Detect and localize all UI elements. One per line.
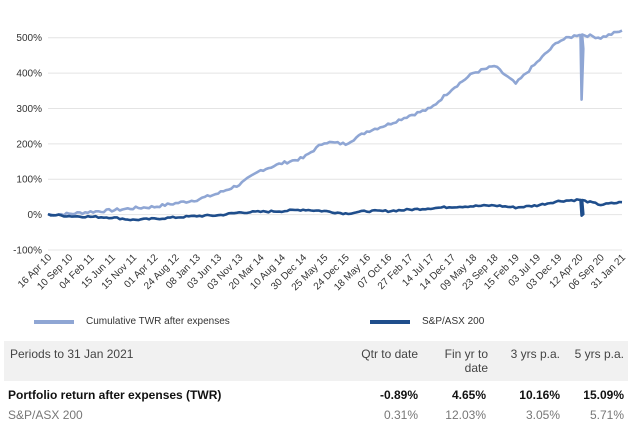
y-tick-label: -100% bbox=[13, 246, 42, 257]
table-row-portfolio: Portfolio return after expenses (TWR) -0… bbox=[4, 385, 628, 405]
header-fy-line1: Fin yr to bbox=[444, 347, 488, 361]
chart-series bbox=[47, 29, 623, 222]
y-tick-label: 100% bbox=[16, 175, 42, 186]
y-tick-label: 0% bbox=[28, 210, 43, 221]
row-qtd: 0.31% bbox=[383, 408, 418, 422]
header-3y: 3 yrs p.a. bbox=[510, 347, 560, 361]
legend-swatch-asx bbox=[370, 319, 410, 324]
header-fy: Fin yr to date bbox=[438, 347, 488, 375]
table-row-asx: S&P/ASX 200 0.31% 12.03% 3.05% 5.71% bbox=[4, 405, 628, 425]
header-period: Periods to 31 Jan 2021 bbox=[10, 347, 134, 361]
legend-label-twr: Cumulative TWR after expenses bbox=[86, 316, 230, 327]
table-header: Periods to 31 Jan 2021 Qtr to date Fin y… bbox=[4, 341, 628, 381]
y-tick-label: 300% bbox=[16, 104, 42, 115]
legend-item-twr: Cumulative TWR after expenses bbox=[34, 316, 230, 327]
legend-label-asx: S&P/ASX 200 bbox=[422, 316, 485, 327]
row-fy: 4.65% bbox=[451, 388, 486, 402]
row-fy: 12.03% bbox=[445, 408, 486, 422]
row-label: S&P/ASX 200 bbox=[8, 408, 83, 422]
header-5y: 5 yrs p.a. bbox=[574, 347, 624, 361]
legend-item-asx: S&P/ASX 200 bbox=[370, 316, 484, 327]
header-qtd: Qtr to date bbox=[361, 347, 418, 361]
legend-swatch-twr bbox=[34, 319, 74, 324]
y-tick-label: 200% bbox=[16, 139, 42, 150]
series-line bbox=[47, 29, 623, 217]
chart-grid bbox=[48, 37, 622, 251]
row-label: Portfolio return after expenses (TWR) bbox=[8, 388, 222, 402]
row-3y: 10.16% bbox=[519, 388, 560, 402]
header-fy-line2: date bbox=[464, 361, 488, 375]
y-tick-label: 500% bbox=[16, 33, 42, 44]
returns-table: Periods to 31 Jan 2021 Qtr to date Fin y… bbox=[4, 341, 628, 425]
row-3y: 3.05% bbox=[525, 408, 560, 422]
row-5y: 15.09% bbox=[583, 388, 624, 402]
y-tick-label: 400% bbox=[16, 69, 42, 80]
row-qtd: -0.89% bbox=[379, 388, 418, 402]
line-chart: -100% 0% 100% 200% 300% 400% 500% 16 Apr 1010 … bbox=[13, 29, 628, 293]
series-line bbox=[47, 198, 623, 222]
y-axis-ticks: -100% 0% 100% 200% 300% 400% 500% bbox=[13, 33, 42, 256]
row-5y: 5.71% bbox=[589, 408, 624, 422]
chart-legend: Cumulative TWR after expenses S&P/ASX 20… bbox=[0, 316, 630, 336]
